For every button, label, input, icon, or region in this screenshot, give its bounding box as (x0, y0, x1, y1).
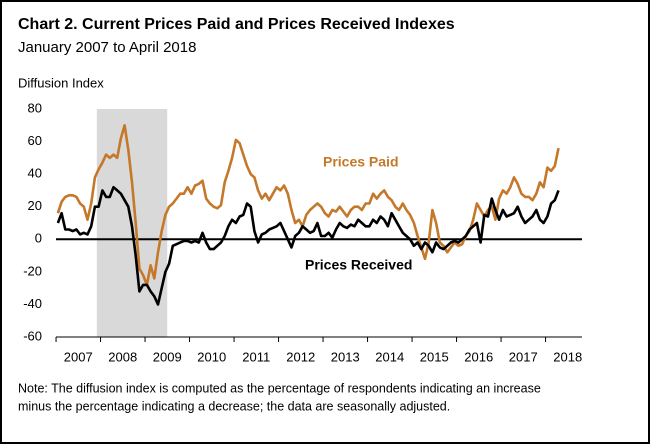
y-tick-label: 40 (28, 166, 42, 181)
note: minus the percentage indicating a decrea… (18, 399, 450, 413)
x-tick-label: 2010 (197, 349, 226, 364)
x-tick-label: 2011 (242, 349, 270, 364)
x-tick-label: 2009 (153, 349, 182, 364)
x-tick-label: 2016 (464, 349, 493, 364)
note: Note: The diffusion index is computed as… (18, 381, 541, 395)
x-tick-label: 2013 (331, 349, 360, 364)
y-tick-label: 80 (28, 100, 42, 115)
x-tick-label: 2018 (553, 349, 582, 364)
y-axis-label: Diffusion Index (18, 75, 104, 90)
x-tick-label: 2012 (286, 349, 315, 364)
y-tick-label: -20 (23, 263, 42, 278)
series-label: Prices Received (305, 257, 412, 273)
x-tick-label: 2008 (108, 349, 137, 364)
series-label: Prices Paid (323, 154, 399, 170)
series-line (56, 124, 560, 287)
x-tick-label: 2014 (375, 349, 404, 364)
y-tick-label: 60 (28, 133, 42, 148)
chart-title: Chart 2. Current Prices Paid and Prices … (18, 16, 455, 33)
y-tick-label: -60 (23, 328, 42, 343)
series-line (56, 185, 560, 306)
y-tick-label: -40 (23, 296, 42, 311)
y-tick-label: 20 (28, 198, 42, 213)
x-tick-label: 2007 (64, 349, 93, 364)
x-tick-label: 2017 (509, 349, 538, 364)
chart-subtitle: January 2007 to April 2018 (18, 39, 196, 56)
y-tick-label: 0 (35, 231, 42, 246)
x-tick-label: 2015 (420, 349, 449, 364)
